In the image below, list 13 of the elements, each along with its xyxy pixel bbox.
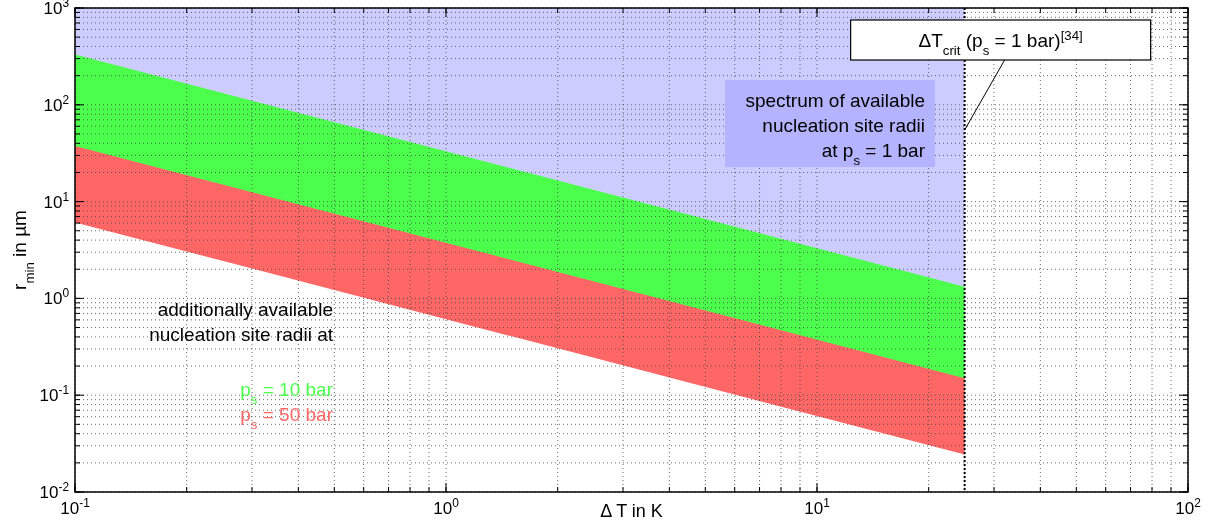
x-axis-title: Δ T in K bbox=[600, 501, 663, 521]
x-tick-label: 10$^{0}$ bbox=[433, 496, 460, 518]
annotation: ΔT$_{crit}$ (p$_{s}$ = 1 bar)$^{[34]}$ bbox=[918, 27, 1083, 58]
annotation: spectrum of available nucleation site radii at p$_{s}$ = 1 bar bbox=[745, 90, 926, 168]
y-tick-label: 10$^{1}$ bbox=[43, 189, 70, 212]
y-tick-label: 10$^{2}$ bbox=[43, 92, 70, 115]
x-tick-label: 10$^{2}$ bbox=[1175, 496, 1202, 518]
series-label: p$_{s}$ = 10 bar bbox=[240, 379, 334, 407]
x-tick-label: 10$^{1}$ bbox=[804, 496, 831, 518]
y-tick-label: 10$^{0}$ bbox=[43, 286, 70, 309]
annotation: additionally available nucleation site radii at bbox=[149, 299, 334, 345]
series-label: p$_{s}$ = 50 bar bbox=[240, 404, 334, 432]
y-tick-label: 10$^{-1}$ bbox=[39, 383, 70, 406]
